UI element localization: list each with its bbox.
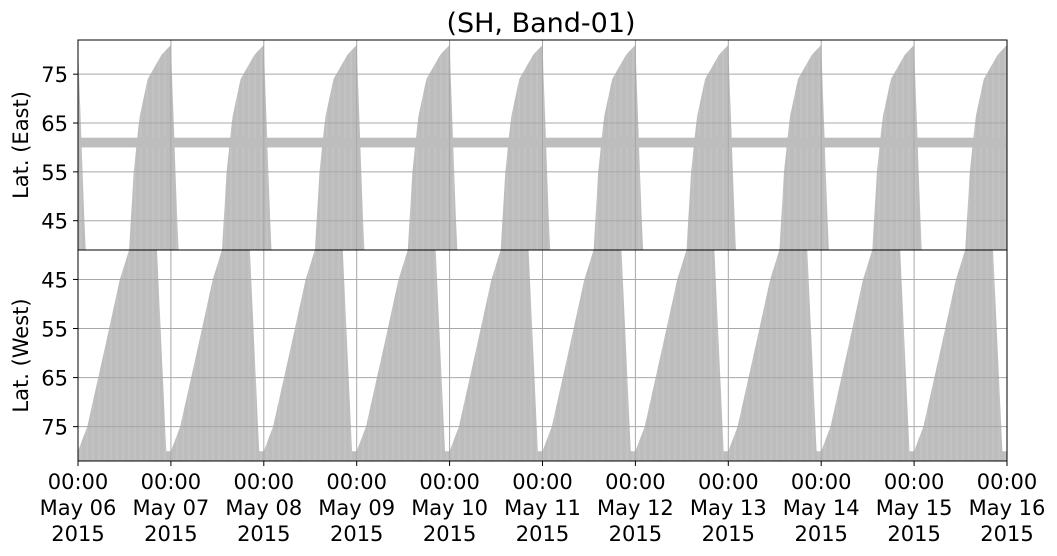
x-tick-label: 00:00 May 08 2015 xyxy=(225,470,302,546)
x-tick-label: 00:00 May 15 2015 xyxy=(876,470,953,546)
y-tick-label: 55 xyxy=(41,161,68,185)
panel-east: 45 55 65 75 Lat. (East) xyxy=(9,39,1008,251)
y-tick-label: 65 xyxy=(41,367,68,391)
x-tick-year: 2015 xyxy=(980,522,1033,546)
x-tick-label: 00:00 May 13 2015 xyxy=(690,470,767,546)
x-tick-time: 00:00 xyxy=(234,470,295,494)
x-tick-year: 2015 xyxy=(144,522,197,546)
x-tick-time: 00:00 xyxy=(326,470,387,494)
x-tick-date: May 12 xyxy=(597,496,674,520)
chart-layer: 45 55 65 75 Lat. (East) 45 55 65 75 Lat. (West) 00… xyxy=(9,39,1046,546)
x-tick-time: 00:00 xyxy=(791,470,852,494)
x-tick-label: 00:00 May 12 2015 xyxy=(597,470,674,546)
x-tick-year: 2015 xyxy=(516,522,569,546)
x-tick-year: 2015 xyxy=(51,522,104,546)
x-tick-year: 2015 xyxy=(887,522,940,546)
x-tick-time: 00:00 xyxy=(698,470,759,494)
x-tick-date: May 10 xyxy=(411,496,488,520)
y-axis-label-west: Lat. (West) xyxy=(9,298,33,412)
y-tick-label: 65 xyxy=(41,112,68,136)
y-tick-label: 45 xyxy=(41,210,68,234)
panel-west: 45 55 65 75 Lat. (West) xyxy=(9,249,1008,462)
y-tick-label: 75 xyxy=(41,63,68,87)
x-tick-label: 00:00 May 11 2015 xyxy=(504,470,581,546)
x-tick-label: 00:00 May 14 2015 xyxy=(783,470,860,546)
x-tick-time: 00:00 xyxy=(419,470,480,494)
x-tick-year: 2015 xyxy=(330,522,383,546)
y-axis-label-east: Lat. (East) xyxy=(9,91,33,199)
x-tick-date: May 16 xyxy=(969,496,1046,520)
x-tick-year: 2015 xyxy=(423,522,476,546)
x-tick-date: May 15 xyxy=(876,496,953,520)
x-tick-year: 2015 xyxy=(702,522,755,546)
x-tick-time: 00:00 xyxy=(605,470,666,494)
chart-title: (SH, Band-01) xyxy=(446,8,635,39)
x-tick-time: 00:00 xyxy=(977,470,1038,494)
x-tick-time: 00:00 xyxy=(48,470,109,494)
x-tick-date: May 07 xyxy=(132,496,209,520)
x-tick-time: 00:00 xyxy=(512,470,573,494)
y-tick-label: 55 xyxy=(41,318,68,342)
x-tick-time: 00:00 xyxy=(884,470,945,494)
x-tick-date: May 13 xyxy=(690,496,767,520)
x-tick-date: May 08 xyxy=(225,496,302,520)
x-tick-label: 00:00 May 06 2015 xyxy=(40,470,117,546)
x-tick-label: 00:00 May 10 2015 xyxy=(411,470,488,546)
x-tick-time: 00:00 xyxy=(141,470,202,494)
x-tick-year: 2015 xyxy=(237,522,290,546)
x-tick-year: 2015 xyxy=(609,522,662,546)
x-tick-label: 00:00 May 09 2015 xyxy=(318,470,395,546)
x-tick-date: May 06 xyxy=(40,496,117,520)
x-tick-date: May 11 xyxy=(504,496,581,520)
y-tick-label: 75 xyxy=(41,416,68,440)
x-tick-date: May 14 xyxy=(783,496,860,520)
x-tick-year: 2015 xyxy=(794,522,847,546)
y-tick-label: 45 xyxy=(41,268,68,292)
x-tick-label: 00:00 May 07 2015 xyxy=(132,470,209,546)
x-tick-date: May 09 xyxy=(318,496,395,520)
coverage-area-west xyxy=(78,250,1007,461)
x-tick-label: 00:00 May 16 2015 xyxy=(969,470,1046,546)
